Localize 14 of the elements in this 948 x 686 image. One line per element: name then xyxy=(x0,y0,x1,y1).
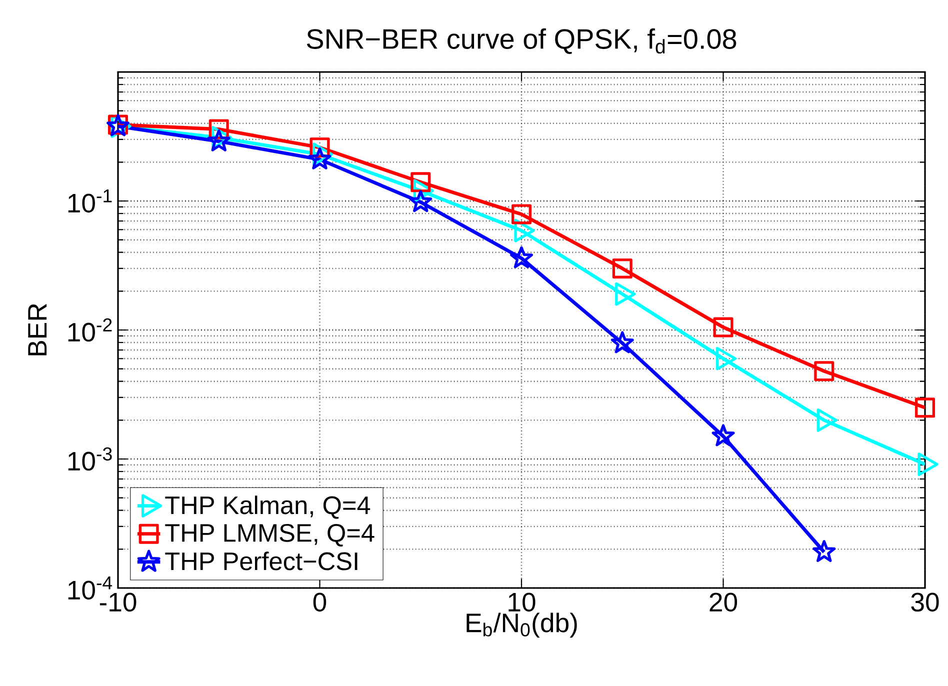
legend-label: THP Kalman, Q=4 xyxy=(165,496,370,519)
y-tick-label: 10$^{-3}$ xyxy=(68,447,112,471)
y-tick-label: 10$^{-2}$ xyxy=(68,318,112,342)
x-tick-label: 0 xyxy=(313,592,326,612)
y-axis-title: BER xyxy=(28,304,47,356)
x-axis-title: E$_{b}$/N$_{0}$(db) xyxy=(466,612,577,638)
y-tick-label: 10$^{-1}$ xyxy=(68,189,112,213)
legend-label: THP Perfect−CSI xyxy=(165,552,358,570)
x-tick-label: 30 xyxy=(911,592,939,612)
chart-title: SNR−BER curve of QPSK, f$_{d}$=0.08 xyxy=(306,28,736,54)
legend-label: THP LMMSE, Q=4 xyxy=(165,524,374,546)
x-tick-label: 20 xyxy=(710,592,738,612)
x-tick-label: -10 xyxy=(100,592,136,612)
x-tick-label: 10 xyxy=(508,592,536,612)
